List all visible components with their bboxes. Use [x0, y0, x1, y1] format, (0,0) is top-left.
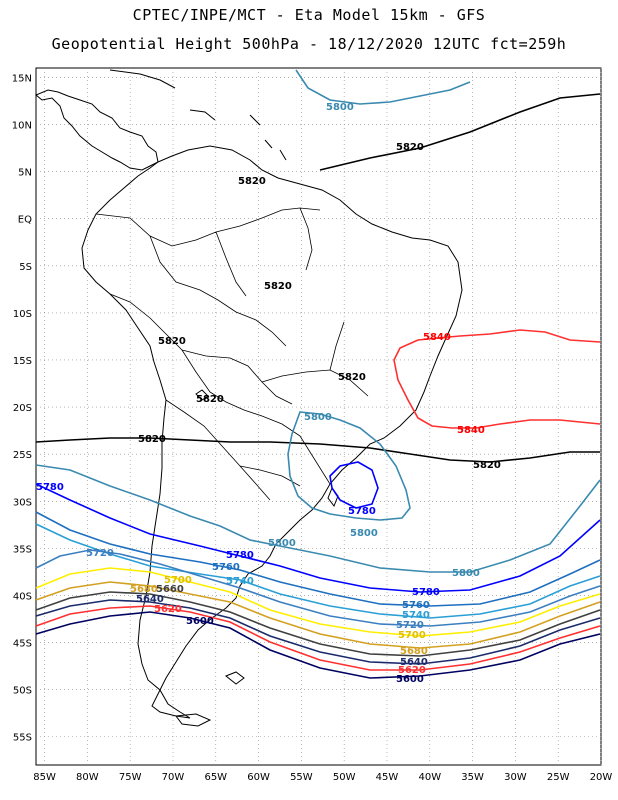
- map-title-line2: Geopotential Height 500hPa - 18/12/2020 …: [51, 35, 567, 53]
- contour-label: 5640: [400, 657, 428, 668]
- contour-label: 5800: [268, 538, 296, 549]
- contour-label: 5820: [196, 394, 224, 405]
- latitude-tick-label: 35S: [13, 544, 32, 555]
- contour-label: 5660: [156, 584, 184, 595]
- latitude-tick-label: 40S: [13, 591, 32, 602]
- tierra-del-fuego: [175, 713, 212, 727]
- longitude-tick-label: 85W: [33, 772, 56, 783]
- contour-5680-line: [35, 581, 601, 649]
- contour-label: 5700: [164, 575, 192, 586]
- contour-label: 5620: [398, 665, 426, 676]
- longitude-tick-label: 55W: [290, 772, 313, 783]
- longitude-tick-label: 60W: [247, 772, 270, 783]
- contour-label: 5820: [238, 176, 266, 187]
- contour-5820-north: [319, 93, 601, 171]
- latitude-tick-label: 20S: [13, 403, 32, 414]
- contour-label: 5800: [326, 102, 354, 113]
- latitude-tick-label: EQ: [18, 215, 32, 226]
- contour-label: 5780: [226, 550, 254, 561]
- country-borders: [95, 207, 369, 501]
- caribbean-islands: [109, 69, 287, 161]
- longitude-tick-label: 75W: [119, 772, 142, 783]
- latitude-tick-label: 50S: [13, 686, 32, 697]
- contour-label: 5700: [398, 630, 426, 641]
- contour-label: 5800: [304, 412, 332, 423]
- contour-5760-line: [35, 511, 601, 607]
- contour-label: 5820: [473, 460, 501, 471]
- axis-tick-labels: 15N 10N 5N EQ 5S 10S 15S 20S 25S 30S 35S 40S 45S 50S 5…: [12, 73, 613, 783]
- contour-label: 5740: [402, 610, 430, 621]
- contour-5800-loop: [287, 411, 411, 521]
- latitude-tick-label: 10N: [12, 121, 32, 132]
- latitude-tick-label: 15N: [12, 73, 32, 84]
- longitude-tick-label: 45W: [376, 772, 399, 783]
- contour-label: 5840: [457, 425, 485, 436]
- contour-label: 5820: [396, 142, 424, 153]
- longitude-tick-label: 40W: [418, 772, 441, 783]
- contour-5600-line: [35, 611, 601, 679]
- contour-label: 5760: [212, 562, 240, 573]
- contour-5780-line: [35, 483, 601, 593]
- contour-5780-loop: [329, 461, 379, 509]
- latitude-tick-label: 30S: [13, 497, 32, 508]
- longitude-tick-label: 35W: [461, 772, 484, 783]
- falkland-islands: [225, 671, 245, 685]
- contour-label: 5720: [396, 620, 424, 631]
- contour-lines: [35, 69, 601, 679]
- contour-5640-line: [35, 599, 601, 665]
- contour-label: 5720: [86, 548, 114, 559]
- longitude-tick-label: 30W: [504, 772, 527, 783]
- contour-label: 5800: [350, 528, 378, 539]
- contour-5800-north: [295, 69, 471, 105]
- latitude-tick-label: 45S: [13, 639, 32, 650]
- latitude-tick-label: 25S: [13, 450, 32, 461]
- contour-5820-line: [35, 437, 600, 463]
- contour-label: 5780: [412, 587, 440, 598]
- contour-label: 5620: [154, 604, 182, 615]
- contour-5800-south: [35, 464, 601, 573]
- contour-label: 5820: [264, 281, 292, 292]
- contour-5700-line: [35, 567, 601, 637]
- contour-label: 5820: [138, 434, 166, 445]
- longitude-tick-label: 25W: [547, 772, 570, 783]
- contour-label: 5760: [402, 600, 430, 611]
- latitude-tick-label: 10S: [13, 309, 32, 320]
- longitude-tick-label: 50W: [333, 772, 356, 783]
- contour-label: 5780: [348, 506, 376, 517]
- central-america-coast: [35, 89, 159, 171]
- contour-5840-line: [393, 329, 601, 429]
- contour-labels: 5840 5840 5820 5820 5820 5820 5820 5820 …: [36, 102, 501, 685]
- contour-label: 5740: [226, 576, 254, 587]
- latitude-tick-label: 5N: [18, 168, 32, 179]
- longitude-tick-label: 70W: [162, 772, 185, 783]
- contour-5660-line: [35, 591, 601, 657]
- lake-titicaca: [195, 389, 209, 401]
- latitude-tick-label: 5S: [19, 262, 32, 273]
- contour-label: 5800: [452, 568, 480, 579]
- longitude-tick-label: 65W: [204, 772, 227, 783]
- contour-label: 5680: [130, 584, 158, 595]
- contour-5620-line: [35, 605, 601, 671]
- contour-label: 5820: [338, 372, 366, 383]
- south-america-coast: [81, 145, 463, 719]
- contour-label: 5840: [423, 332, 451, 343]
- longitude-tick-label: 20W: [590, 772, 613, 783]
- coastlines: [35, 69, 463, 727]
- contour-5720-line: [35, 549, 601, 627]
- longitude-tick-label: 80W: [76, 772, 99, 783]
- contour-5740-line: [35, 523, 601, 619]
- contour-label: 5680: [400, 646, 428, 657]
- contour-label: 5780: [36, 482, 64, 493]
- contour-label: 5600: [186, 616, 214, 627]
- contour-label: 5600: [396, 674, 424, 685]
- contour-label: 5640: [136, 594, 164, 605]
- contour-label: 5820: [158, 336, 186, 347]
- map-title-line1: CPTEC/INPE/MCT - Eta Model 15km - GFS: [132, 6, 486, 24]
- latitude-tick-label: 15S: [13, 356, 32, 367]
- latitude-tick-label: 55S: [13, 733, 32, 744]
